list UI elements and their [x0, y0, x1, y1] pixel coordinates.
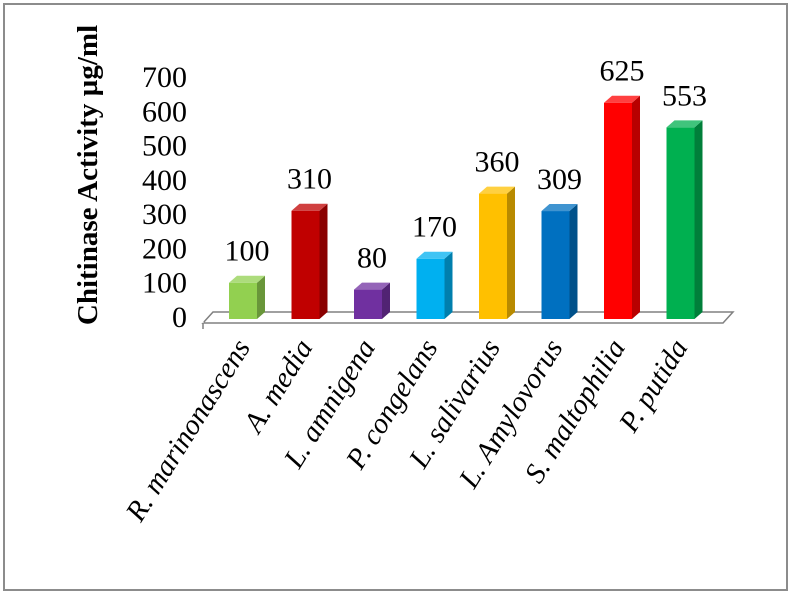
y-tick-label: 400 [142, 164, 187, 197]
bar-side [632, 95, 640, 319]
bar-side [569, 204, 578, 319]
bar-front [416, 258, 445, 319]
bar [416, 251, 453, 319]
bar-top [416, 251, 453, 259]
bar [291, 203, 328, 319]
data-label: 310 [287, 163, 332, 196]
bar [479, 186, 515, 319]
bar [354, 282, 390, 319]
bar-top [604, 95, 640, 103]
bar-top [229, 275, 265, 283]
bar-front [291, 210, 320, 319]
data-label: 553 [662, 79, 707, 112]
bar [541, 204, 578, 319]
bar-top [666, 120, 703, 128]
bar-front [229, 282, 257, 319]
y-tick-label: 200 [142, 232, 187, 265]
y-tick-label: 300 [142, 198, 187, 231]
bar-side [507, 186, 515, 319]
bar-front [479, 193, 507, 319]
bar-top [541, 204, 578, 212]
data-label: 360 [475, 146, 520, 179]
bar-side [257, 275, 265, 319]
bar [666, 120, 703, 320]
bars [229, 95, 703, 320]
y-tick-label: 0 [172, 301, 187, 334]
category-label: R. marinonascens [119, 334, 257, 528]
bar [604, 95, 640, 319]
data-label: 625 [600, 55, 645, 88]
data-label: 309 [537, 163, 582, 196]
bar-top [479, 186, 515, 194]
y-axis-title: Chitinase Activity µg/ml [72, 25, 104, 325]
data-label: 100 [225, 235, 270, 268]
bar-side [694, 120, 703, 320]
y-tick-label: 100 [142, 267, 187, 300]
y-tick-label: 700 [142, 61, 187, 94]
bar-side [444, 251, 453, 319]
bar-front [666, 127, 695, 320]
bar-front [604, 102, 632, 319]
bar-front [541, 211, 570, 319]
bar-top [354, 282, 390, 290]
bar-top [291, 203, 328, 211]
floor-plane [201, 311, 735, 324]
bar [229, 275, 265, 319]
chart-floor [201, 311, 735, 329]
chart-frame: 0 100 200 300 400 500 600 700 100 310 80 170 360 309… [3, 3, 788, 591]
y-tick-label: 500 [142, 130, 187, 163]
bar-side [382, 282, 390, 319]
data-label: 170 [412, 211, 457, 244]
bar-side [319, 203, 328, 319]
bar-front [354, 289, 382, 319]
data-label: 80 [357, 242, 387, 275]
y-tick-label: 600 [142, 95, 187, 128]
data-labels: 100 310 80 170 360 309 625 553 [225, 55, 708, 275]
